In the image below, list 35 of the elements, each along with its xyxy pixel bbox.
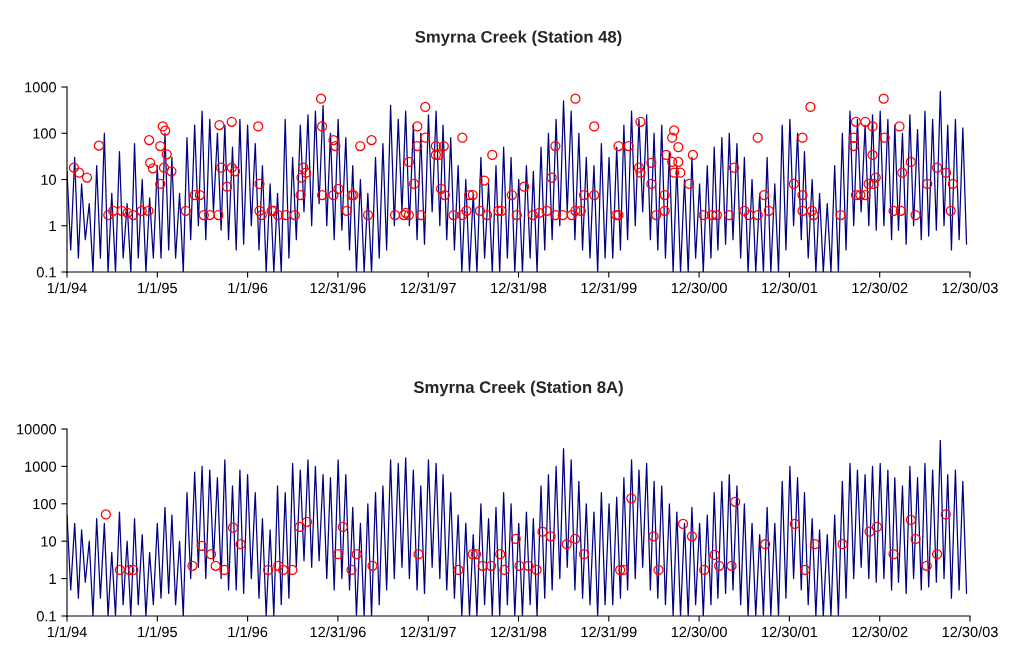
- y-tick-label: 1: [49, 573, 56, 584]
- x-tick-label: 12/30/03: [942, 282, 998, 294]
- x-tick-label: 1/1/96: [228, 626, 268, 638]
- x-tick-label: 12/31/97: [400, 282, 456, 294]
- x-tick-label: 12/31/98: [491, 626, 547, 638]
- x-tick-label: 12/31/99: [581, 282, 637, 294]
- y-tick-label: 0.1: [36, 267, 56, 278]
- chart-title: Smyrna Creek (Station 48): [415, 30, 622, 47]
- y-tick-label: 10: [41, 536, 57, 547]
- y-tick-label: 0.1: [36, 611, 56, 622]
- x-tick-label: 12/30/02: [852, 282, 908, 294]
- chart-title: Smyrna Creek (Station 8A): [413, 380, 623, 397]
- x-tick-label: 12/30/00: [671, 282, 727, 294]
- x-tick-label: 1/1/94: [47, 626, 87, 638]
- y-tick-label: 10000: [17, 424, 57, 435]
- x-tick-label: 12/31/98: [491, 282, 547, 294]
- x-tick-label: 12/30/02: [852, 626, 908, 638]
- x-tick-label: 1/1/95: [138, 626, 177, 638]
- x-tick-label: 12/31/97: [400, 626, 456, 638]
- y-tick-label: 100: [33, 128, 57, 139]
- y-tick-label: 10: [41, 174, 57, 185]
- y-tick-label: 100: [33, 498, 57, 510]
- x-tick-label: 12/30/01: [762, 282, 818, 294]
- y-tick-label: 1000: [25, 82, 57, 93]
- x-tick-label: 12/31/96: [310, 282, 366, 294]
- y-tick-label: 1: [49, 221, 56, 232]
- x-tick-label: 12/31/96: [310, 626, 366, 638]
- x-tick-label: 12/31/99: [581, 626, 637, 638]
- x-tick-label: 12/30/00: [671, 626, 727, 638]
- y-tick-label: 1000: [25, 461, 57, 472]
- x-tick-label: 1/1/96: [228, 282, 268, 294]
- x-tick-label: 12/30/01: [762, 626, 818, 638]
- x-tick-label: 12/30/03: [942, 626, 998, 638]
- x-tick-label: 1/1/95: [138, 282, 177, 294]
- x-tick-label: 1/1/94: [47, 282, 87, 294]
